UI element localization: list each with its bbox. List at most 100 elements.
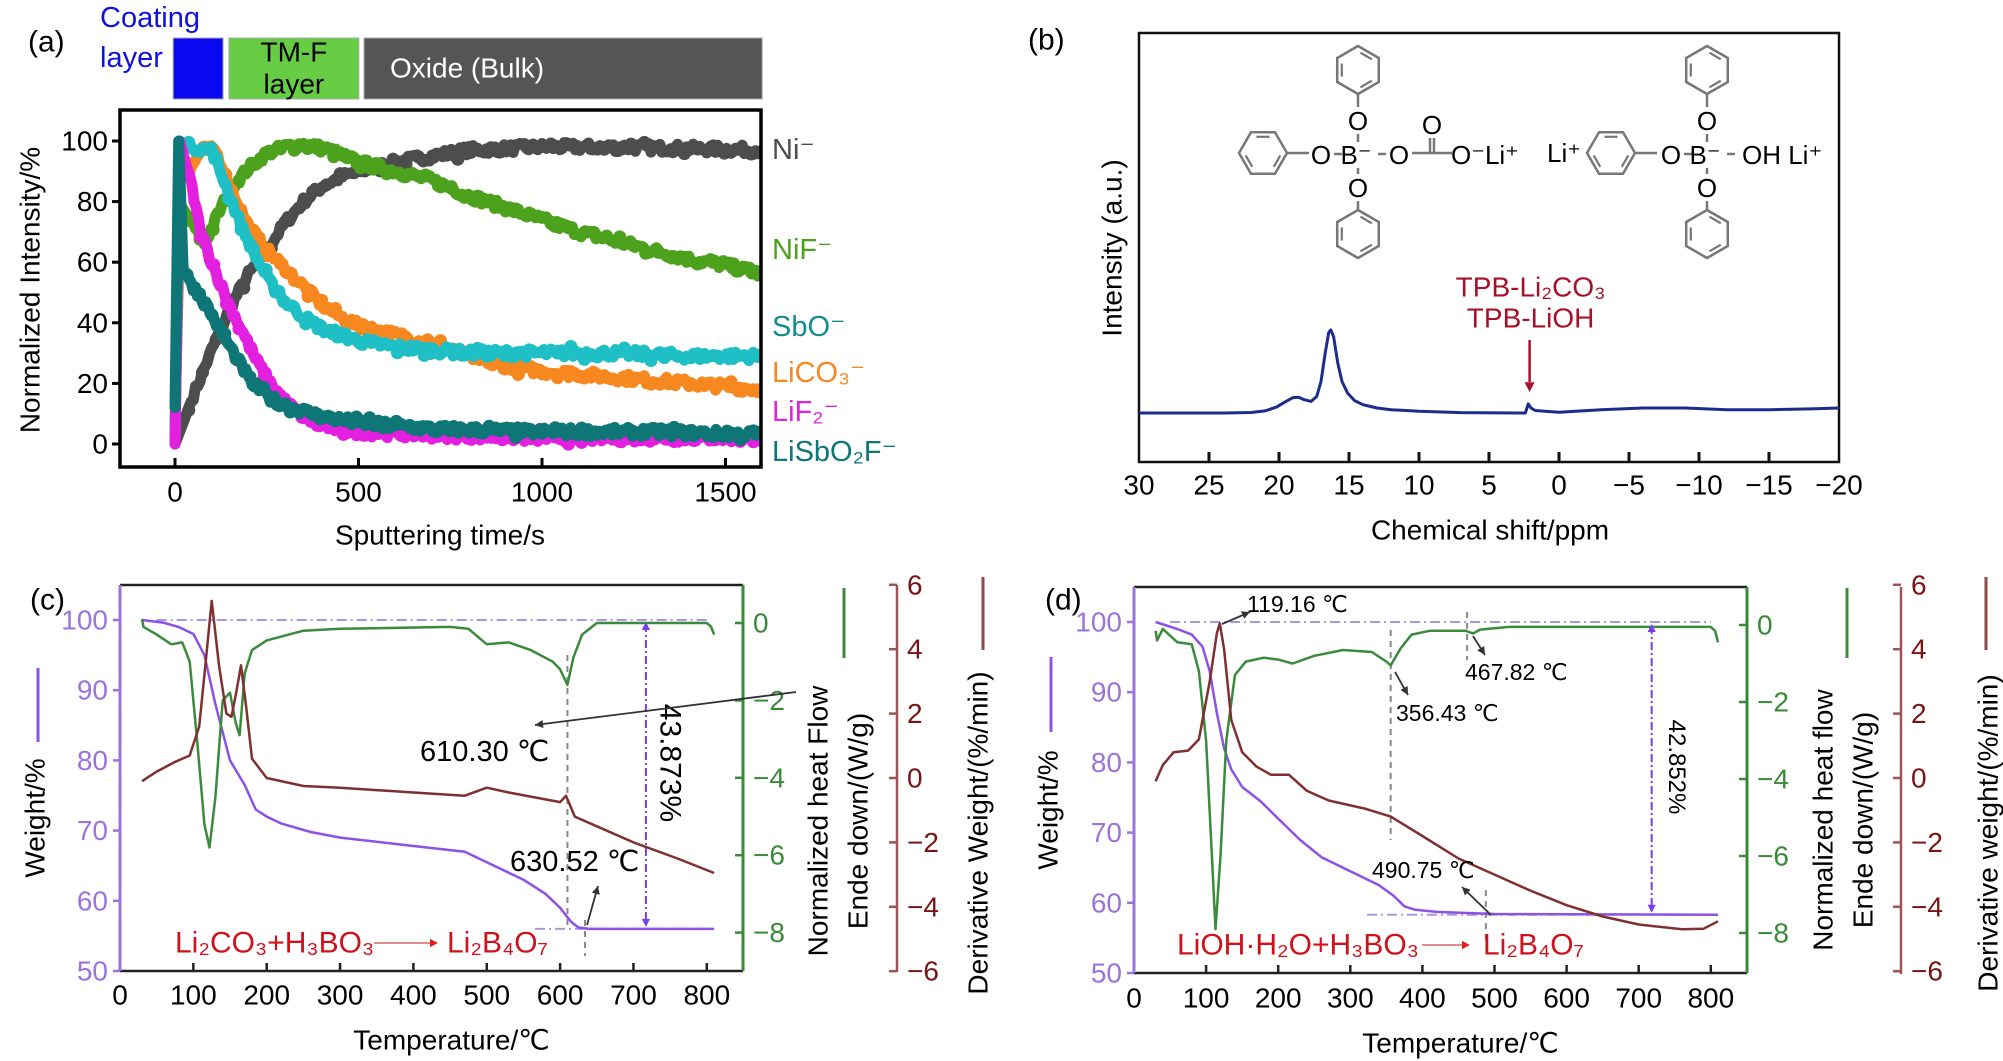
series-marker bbox=[315, 293, 329, 307]
series-marker bbox=[482, 419, 496, 433]
series-marker bbox=[604, 348, 618, 362]
series-label: NiF⁻ bbox=[772, 234, 832, 266]
series-marker bbox=[180, 268, 194, 282]
panel-d: (d)0 100 200 300 400 500 600 700 800506070809010… bbox=[1033, 569, 2003, 1058]
series-marker bbox=[626, 238, 640, 252]
y-right2-axis-title: Derivative Weight/(%/min) bbox=[963, 671, 994, 994]
arrowhead bbox=[1524, 382, 1535, 392]
arrowhead bbox=[1647, 904, 1656, 913]
series-marker bbox=[340, 151, 354, 165]
series-marker bbox=[561, 220, 575, 234]
series-group bbox=[140, 599, 716, 931]
series-marker bbox=[416, 420, 430, 434]
series-marker bbox=[326, 327, 340, 341]
x-tick-label: 800 bbox=[683, 980, 730, 1011]
atom-label: O⁻Li⁺ bbox=[1451, 140, 1519, 170]
y-right-tick-label: −8 bbox=[1757, 918, 1789, 949]
series-marker bbox=[376, 421, 390, 435]
y-left-tick-label: 60 bbox=[1091, 887, 1122, 918]
series-marker bbox=[664, 143, 678, 157]
series-marker bbox=[703, 253, 717, 267]
atom-label: O bbox=[1311, 140, 1331, 170]
series-marker bbox=[287, 143, 301, 157]
x-tick-label: 500 bbox=[335, 477, 382, 508]
y-right2-tick-label: −4 bbox=[1911, 891, 1943, 922]
series-marker bbox=[349, 427, 363, 441]
series-marker bbox=[733, 433, 747, 447]
peak-annotation: TPB-Li₂CO₃ bbox=[1456, 272, 1606, 303]
series-marker bbox=[390, 346, 404, 360]
series-marker bbox=[711, 349, 725, 363]
y-left-tick-label: 80 bbox=[77, 745, 108, 776]
y-right2-tick-label: 2 bbox=[1911, 698, 1927, 729]
series-marker bbox=[697, 348, 711, 362]
panel-label: (a) bbox=[28, 26, 65, 59]
series-marker bbox=[704, 140, 718, 154]
x-tick-label: 300 bbox=[317, 980, 364, 1011]
series-marker bbox=[354, 161, 368, 175]
series-marker bbox=[356, 318, 370, 332]
series-marker bbox=[535, 426, 549, 440]
y-right2-tick-label: −2 bbox=[907, 827, 939, 858]
series-line bbox=[169, 135, 760, 450]
x-tick-label: 500 bbox=[463, 980, 510, 1011]
series-marker bbox=[755, 267, 760, 280]
arrowhead bbox=[591, 886, 600, 895]
series-marker bbox=[260, 145, 274, 159]
temperature-annotation: 610.30 ℃ bbox=[420, 736, 549, 768]
series-marker bbox=[614, 424, 628, 438]
series-marker bbox=[491, 145, 505, 159]
series-label: LiF₂⁻ bbox=[772, 396, 839, 428]
y-right2-axis-title: Derivative weight/(%/min) bbox=[1973, 674, 2003, 991]
temperature-annotation: 467.82 ℃ bbox=[1465, 659, 1568, 685]
atom-label: O bbox=[1348, 173, 1368, 203]
atom-label: O bbox=[1697, 173, 1717, 203]
ring-double-bond bbox=[1708, 243, 1722, 253]
layer-label: Coating bbox=[100, 2, 200, 34]
x-tick-label: −5 bbox=[1613, 470, 1645, 501]
y-right2-tick-label: −2 bbox=[1911, 827, 1943, 858]
series-marker bbox=[711, 377, 725, 391]
y-left-tick-label: 50 bbox=[1091, 958, 1122, 989]
series-marker bbox=[751, 350, 760, 364]
series-marker bbox=[577, 371, 591, 385]
series-marker bbox=[430, 346, 444, 360]
series-marker bbox=[243, 370, 257, 384]
series-marker bbox=[671, 373, 685, 387]
series-marker bbox=[259, 263, 273, 277]
x-tick-label: 5 bbox=[1481, 470, 1497, 501]
ring-double-bond bbox=[1244, 154, 1254, 168]
series-marker bbox=[363, 411, 377, 425]
series-marker bbox=[497, 348, 511, 362]
series-marker bbox=[484, 348, 498, 362]
y-tick-label: 0 bbox=[92, 429, 108, 460]
x-tick-label: 600 bbox=[1543, 983, 1590, 1014]
x-tick-label: 500 bbox=[1471, 983, 1518, 1014]
x-axis-title: Temperature/℃ bbox=[353, 1025, 549, 1056]
series-marker bbox=[575, 421, 589, 435]
series-marker bbox=[456, 423, 470, 437]
series-marker bbox=[232, 322, 246, 336]
series-marker bbox=[561, 426, 575, 440]
series-line-left bbox=[1155, 620, 1719, 916]
x-tick-label: 700 bbox=[1615, 983, 1662, 1014]
atom-label: B⁻ bbox=[1689, 140, 1720, 170]
series-marker bbox=[234, 223, 248, 237]
series-marker bbox=[283, 405, 297, 419]
series-marker bbox=[617, 341, 631, 355]
y-right2-tick-label: 6 bbox=[907, 569, 923, 600]
series-marker bbox=[617, 370, 631, 384]
atom-label: O bbox=[1389, 140, 1409, 170]
series-marker bbox=[257, 380, 271, 394]
y-right-tick-label: −6 bbox=[1757, 841, 1789, 872]
series-marker bbox=[207, 258, 221, 272]
series-marker bbox=[691, 142, 705, 156]
x-tick-label: −20 bbox=[1815, 470, 1863, 501]
series-line-right bbox=[140, 618, 716, 849]
y-left-tick-label: 100 bbox=[1075, 607, 1122, 638]
series-marker bbox=[464, 145, 478, 159]
series-marker bbox=[404, 340, 418, 354]
x-axis-title: Sputtering time/s bbox=[335, 520, 545, 551]
